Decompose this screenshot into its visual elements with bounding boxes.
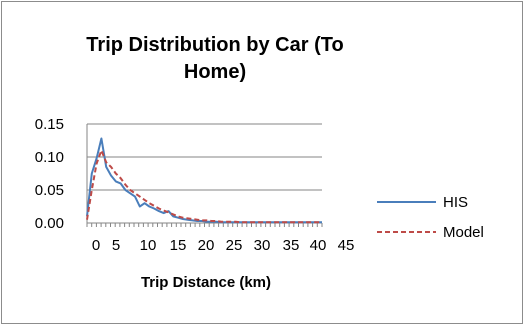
x-tick-label: 40	[310, 237, 327, 254]
y-tick-label: 0.10	[35, 149, 64, 166]
series-line-model	[86, 149, 322, 224]
x-tick-label: 0	[92, 237, 100, 254]
legend-label-model: Model	[443, 224, 484, 241]
x-tick-label: 35	[283, 237, 300, 254]
legend-label-his: HIS	[443, 194, 468, 211]
chart-title-line-1: Trip Distribution by Car (To	[86, 34, 343, 56]
x-tick-label: 45	[338, 237, 355, 254]
x-tick-label: 20	[198, 237, 215, 254]
x-tick-label: 25	[226, 237, 243, 254]
y-tick-label: 0.00	[35, 215, 64, 232]
y-tick-label: 0.05	[35, 182, 64, 199]
y-tick-label: 0.15	[35, 116, 64, 133]
x-tick-label: 15	[170, 237, 187, 254]
x-tick-label: 5	[112, 237, 120, 254]
chart-title-line-2: Home)	[184, 61, 246, 83]
x-axis-title: Trip Distance (km)	[141, 274, 271, 291]
x-tick-label: 10	[140, 237, 157, 254]
x-tick-label: 30	[254, 237, 271, 254]
